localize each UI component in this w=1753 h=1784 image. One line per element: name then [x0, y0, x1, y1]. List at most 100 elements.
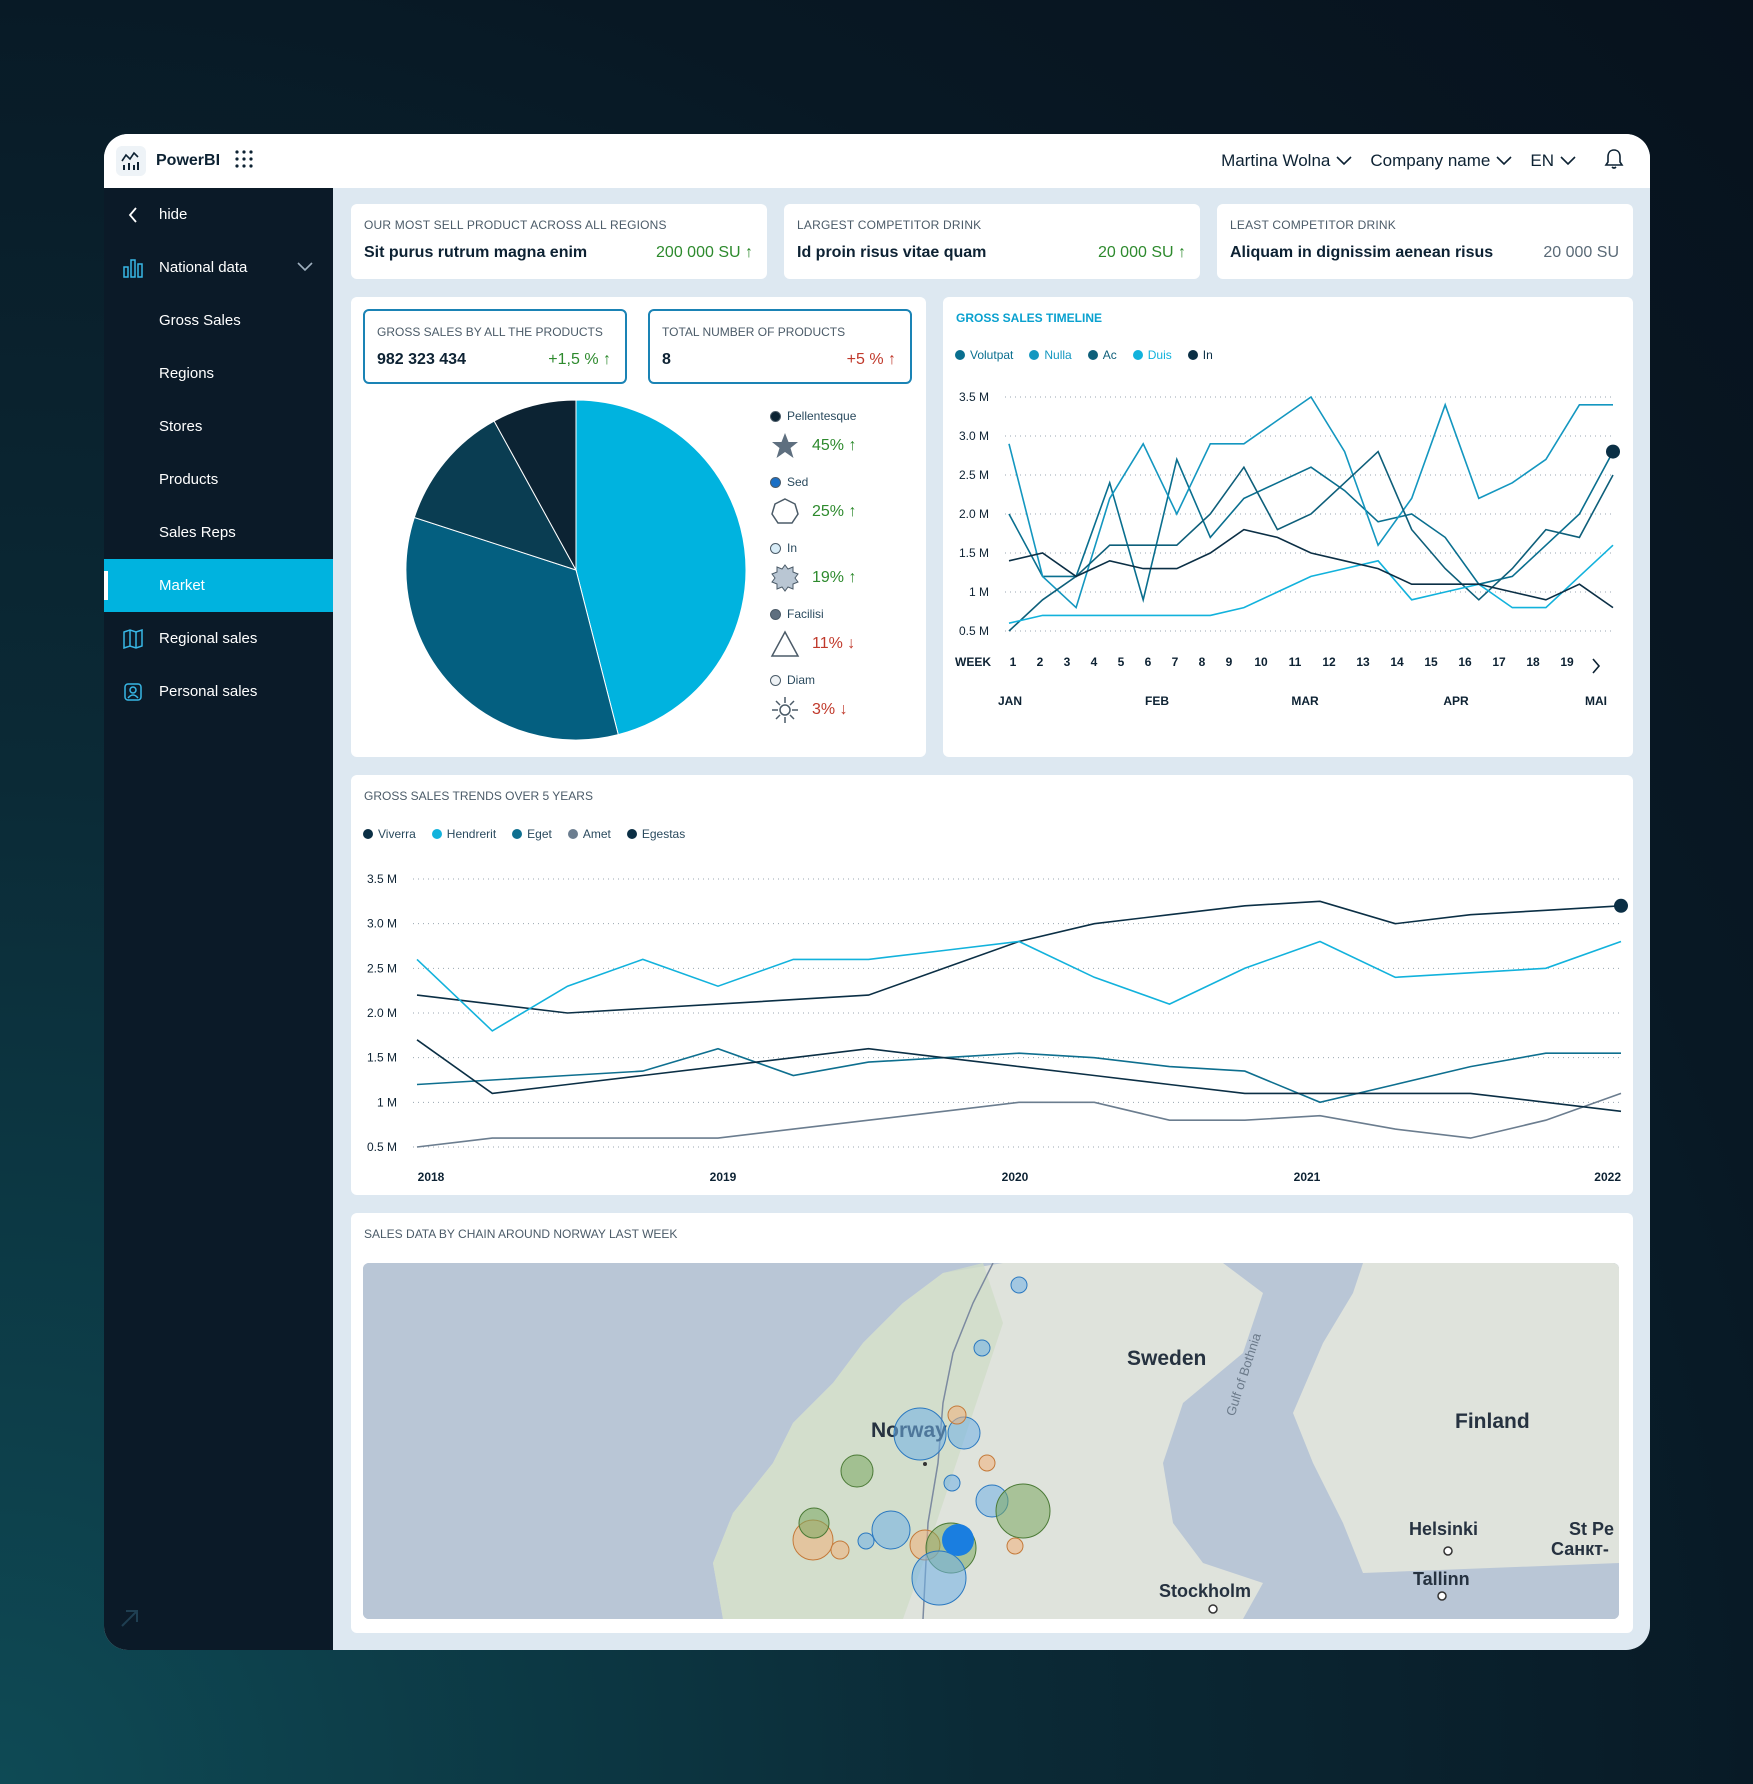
map-card: SALES DATA BY CHAIN AROUND NORWAY LAST W…: [351, 1213, 1633, 1633]
chevron-left-icon: [122, 204, 144, 226]
heptagon-icon: [771, 498, 799, 524]
x-tick-label: 15: [1424, 655, 1438, 669]
x-tick-label: 16: [1458, 655, 1472, 669]
kpi-value: 20 000 SU ↑: [1097, 244, 1186, 261]
sidebar-item-label: Market: [159, 577, 205, 594]
y-tick-label: 2.0 M: [367, 1006, 397, 1020]
sidebar-item-gross-sales[interactable]: Gross Sales: [104, 294, 333, 347]
sidebar-item-label: Gross Sales: [159, 312, 241, 329]
legend-item[interactable]: Volutpat: [955, 348, 1013, 362]
legend-item-pellentesque: Pellentesque 45% ↑: [770, 409, 920, 475]
sidebar-item-label: Products: [159, 471, 219, 488]
chevron-right-icon[interactable]: [1592, 658, 1601, 674]
x-tick-label: 2021: [1294, 1170, 1321, 1184]
legend-item[interactable]: Hendrerit: [431, 827, 496, 841]
legend-item[interactable]: Amet: [567, 827, 611, 841]
sidebar-item-label: Sales Reps: [159, 524, 236, 541]
x-tick-label: 10: [1254, 655, 1268, 669]
bell-icon[interactable]: [1604, 148, 1624, 175]
map-label-st-pe: St Pe: [1569, 1519, 1615, 1539]
arrow-up-icon: ↑: [745, 244, 753, 261]
chart-title: GROSS SALES TRENDS OVER 5 YEARS: [364, 789, 593, 803]
norway-map[interactable]: Sweden Finland Norway Helsinki Stockholm…: [363, 1263, 1619, 1619]
series-line-volutpat[interactable]: [1008, 451, 1614, 603]
kpi-card-least-competitor: LEAST COMPETITOR DRINK Aliquam in dignis…: [1217, 204, 1633, 279]
x-tick-label: 4: [1091, 655, 1098, 669]
legend-item[interactable]: In: [1187, 348, 1213, 362]
total-products-kpi-box: TOTAL NUMBER OF PRODUCTS 8 +5 % ↑: [648, 309, 912, 384]
kpi-product-name: Aliquam in dignissim aenean risus: [1230, 244, 1494, 261]
powerbi-logo-icon[interactable]: [116, 146, 146, 176]
map-label-finland: Finland: [1455, 1410, 1530, 1433]
expand-arrow-icon[interactable]: [118, 1606, 142, 1635]
pie-slice-1[interactable]: [405, 516, 619, 741]
series-line-eget[interactable]: [416, 1047, 1621, 1104]
user-name: Martina Wolna: [1221, 151, 1331, 170]
month-label: APR: [1443, 694, 1469, 708]
pie-slice-0[interactable]: [575, 399, 747, 736]
month-label: JAN: [998, 694, 1022, 708]
month-label: MAI: [1585, 694, 1607, 708]
legend-item-sed: Sed 25% ↑: [770, 475, 920, 541]
highlight-point[interactable]: [1606, 444, 1620, 459]
series-line-hendrerit[interactable]: [416, 940, 1622, 1032]
sidebar-item-market[interactable]: Market: [104, 559, 333, 612]
kpi-title: GROSS SALES BY ALL THE PRODUCTS: [377, 325, 603, 339]
sidebar-item-regions[interactable]: Regions: [104, 347, 333, 400]
company-name: Company name: [1370, 151, 1491, 170]
x-tick-label: 9: [1226, 655, 1233, 669]
city-marker-icon: [1437, 1591, 1447, 1601]
user-dropdown[interactable]: Martina Wolna: [1221, 151, 1352, 171]
sidebar-item-sales-reps[interactable]: Sales Reps: [104, 506, 333, 559]
highlight-point[interactable]: [1614, 898, 1628, 913]
map-label-helsinki: Helsinki: [1409, 1519, 1479, 1539]
kpi-title: TOTAL NUMBER OF PRODUCTS: [662, 325, 846, 339]
legend-item[interactable]: Egestas: [626, 827, 685, 841]
week-axis-label: WEEK: [955, 655, 991, 669]
hide-label: hide: [159, 206, 188, 223]
star-icon: [772, 433, 798, 458]
section-label: National data: [159, 259, 248, 276]
language-dropdown[interactable]: EN: [1530, 151, 1576, 171]
series-line-duis[interactable]: [1008, 544, 1614, 624]
pie-chart: [405, 399, 747, 741]
series-line-egestas[interactable]: [416, 1039, 1622, 1113]
map-icon: [122, 628, 144, 650]
legend-item[interactable]: Ac: [1087, 348, 1117, 362]
trends-line-chart: 3.5 M 3.0 M 2.5 M 2.0 M 1.5 M 1 M 0.5 M 2018 201…: [367, 872, 1628, 1184]
series-line-ac[interactable]: [1008, 450, 1614, 632]
series-line-in[interactable]: [1008, 528, 1614, 609]
series-line-amet[interactable]: [416, 1092, 1622, 1148]
kpi-product-name: Id proin risus vitae quam: [797, 244, 987, 261]
sidebar-item-regional-sales[interactable]: Regional sales: [104, 612, 333, 665]
y-tick-label: 3.0 M: [367, 917, 397, 931]
x-tick-label: 2: [1037, 655, 1044, 669]
series-line-nulla[interactable]: [1008, 395, 1613, 610]
timeline-chart-card: GROSS SALES TIMELINE Volutpat Nulla Ac Duis…: [943, 297, 1633, 757]
y-tick-label: 1 M: [377, 1095, 397, 1109]
y-tick-label: 3.0 M: [959, 429, 989, 443]
sidebar-section-national-data[interactable]: National data: [104, 241, 333, 294]
kpi-value: 8: [662, 351, 671, 368]
company-dropdown[interactable]: Company name: [1370, 151, 1512, 171]
series-line-viverra[interactable]: [416, 900, 1622, 1014]
hide-sidebar-button[interactable]: hide: [104, 188, 333, 241]
legend-item[interactable]: Nulla: [1029, 348, 1072, 362]
legend-item[interactable]: Eget: [512, 827, 552, 841]
legend-item[interactable]: Duis: [1132, 348, 1172, 362]
y-tick-label: 3.5 M: [367, 872, 397, 886]
sidebar-item-stores[interactable]: Stores: [104, 400, 333, 453]
timeline-legend: Volutpat Nulla Ac Duis In: [955, 348, 1213, 362]
legend-item[interactable]: Viverra: [363, 827, 416, 841]
sidebar-item-personal-sales[interactable]: Personal sales: [104, 665, 333, 718]
apps-grid-icon[interactable]: [234, 149, 254, 174]
sidebar-item-products[interactable]: Products: [104, 453, 333, 506]
kpi-card-largest-competitor: LARGEST COMPETITOR DRINK Id proin risus …: [784, 204, 1200, 279]
pie-slice-3[interactable]: [493, 399, 577, 571]
trends-chart-card: GROSS SALES TRENDS OVER 5 YEARS Viverra H…: [351, 775, 1633, 1195]
kpi-card-most-sold: OUR MOST SELL PRODUCT ACROSS ALL REGIONS…: [351, 204, 767, 279]
pie-slice-2[interactable]: [413, 420, 578, 571]
app-name: PowerBI: [156, 152, 221, 169]
legend-item-diam: Diam 3% ↓: [770, 673, 920, 739]
